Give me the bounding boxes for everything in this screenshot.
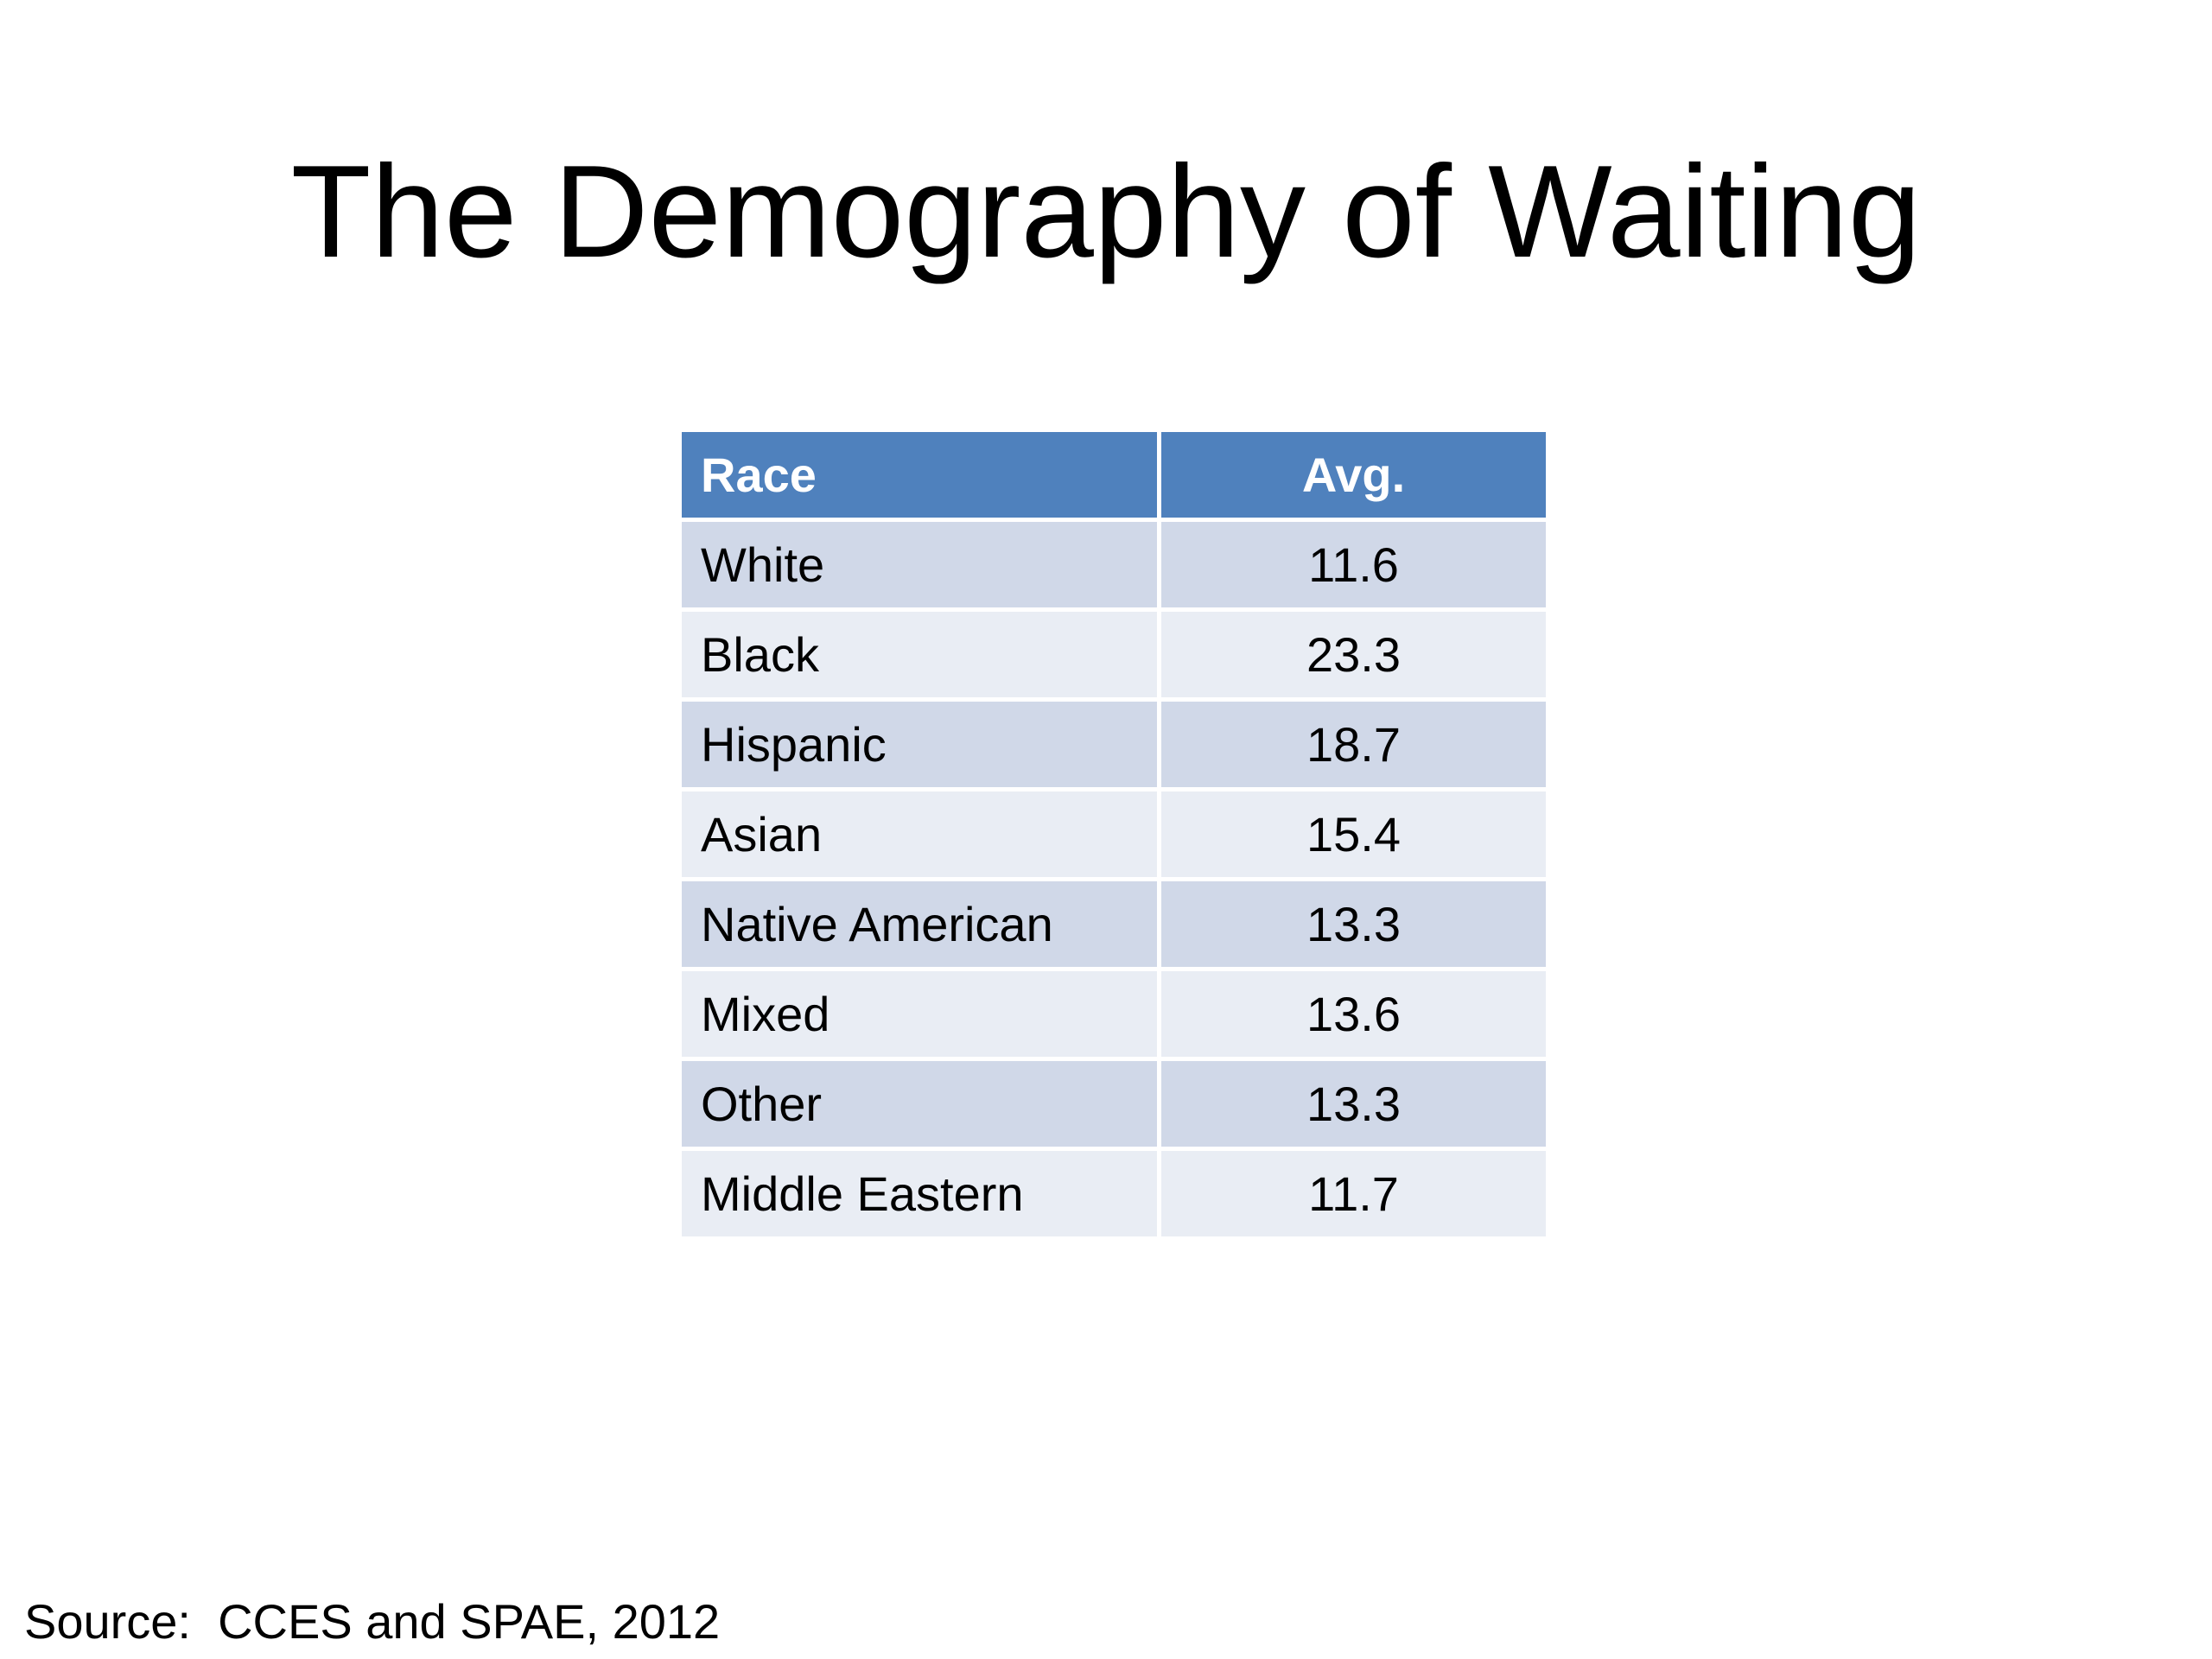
column-header-race: Race xyxy=(677,428,1161,522)
source-note: Source: CCES and SPAE, 2012 xyxy=(24,1594,721,1649)
slide-title: The Demography of Waiting xyxy=(290,138,1922,285)
race-cell: Black xyxy=(677,607,1161,702)
table-row: Black 23.3 xyxy=(677,607,1550,702)
race-cell: Other xyxy=(677,1057,1161,1151)
race-cell: Hispanic xyxy=(677,697,1161,791)
table-row: Mixed 13.6 xyxy=(677,967,1550,1061)
race-cell: White xyxy=(677,518,1161,612)
avg-cell: 15.4 xyxy=(1157,787,1550,881)
avg-cell: 23.3 xyxy=(1157,607,1550,702)
race-cell: Asian xyxy=(677,787,1161,881)
table-header-row: Race Avg. xyxy=(677,428,1550,522)
wait-time-table: Race Avg. White 11.6 Black 23.3 Hispanic… xyxy=(677,428,1550,1241)
race-cell: Middle Eastern xyxy=(677,1147,1161,1241)
avg-cell: 13.6 xyxy=(1157,967,1550,1061)
table-row: Other 13.3 xyxy=(677,1057,1550,1151)
wait-time-table-container: Race Avg. White 11.6 Black 23.3 Hispanic… xyxy=(677,428,1550,1241)
race-cell: Native American xyxy=(677,877,1161,971)
race-cell: Mixed xyxy=(677,967,1161,1061)
avg-cell: 11.7 xyxy=(1157,1147,1550,1241)
table-row: Native American 13.3 xyxy=(677,877,1550,971)
avg-cell: 18.7 xyxy=(1157,697,1550,791)
table-row: Hispanic 18.7 xyxy=(677,697,1550,791)
column-header-avg: Avg. xyxy=(1157,428,1550,522)
table-row: Middle Eastern 11.7 xyxy=(677,1147,1550,1241)
table-row: Asian 15.4 xyxy=(677,787,1550,881)
avg-cell: 11.6 xyxy=(1157,518,1550,612)
table-row: White 11.6 xyxy=(677,518,1550,612)
avg-cell: 13.3 xyxy=(1157,877,1550,971)
avg-cell: 13.3 xyxy=(1157,1057,1550,1151)
